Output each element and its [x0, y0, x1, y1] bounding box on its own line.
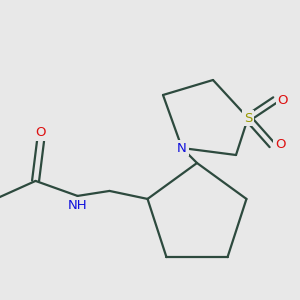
Text: NH: NH: [68, 200, 87, 212]
Text: O: O: [278, 94, 288, 106]
Text: O: O: [275, 139, 285, 152]
Text: N: N: [177, 142, 187, 154]
Text: S: S: [244, 112, 252, 124]
Text: O: O: [35, 126, 46, 140]
